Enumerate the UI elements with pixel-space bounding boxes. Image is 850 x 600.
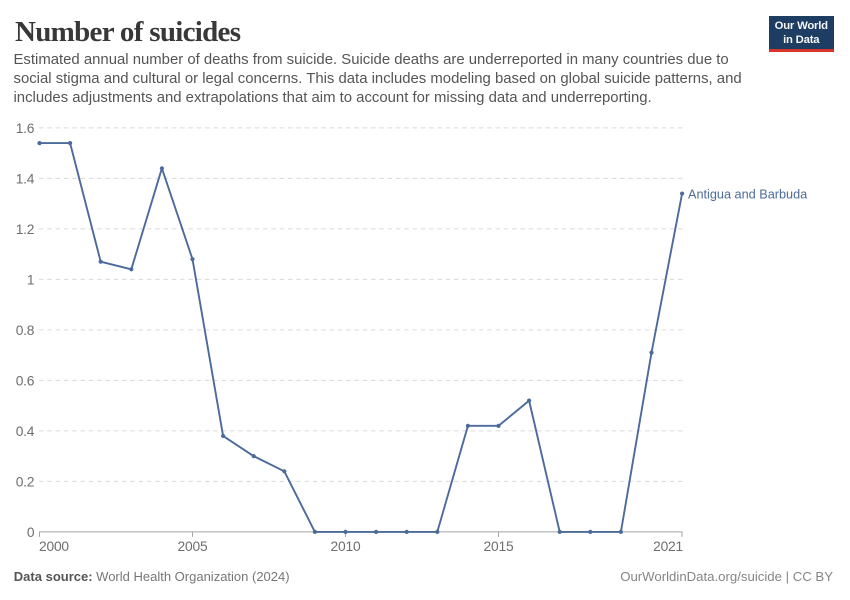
svg-text:0: 0 <box>27 525 35 540</box>
svg-text:0.6: 0.6 <box>16 373 35 388</box>
svg-text:1.6: 1.6 <box>16 121 35 136</box>
svg-text:2021: 2021 <box>653 539 683 554</box>
svg-text:0.2: 0.2 <box>16 474 35 489</box>
svg-text:1.2: 1.2 <box>16 222 35 237</box>
svg-text:2000: 2000 <box>39 539 69 554</box>
svg-text:0.8: 0.8 <box>16 323 35 338</box>
svg-text:1: 1 <box>27 272 34 287</box>
svg-text:1.4: 1.4 <box>16 171 35 186</box>
svg-text:2010: 2010 <box>331 539 361 554</box>
svg-text:0.4: 0.4 <box>16 424 35 439</box>
svg-text:2015: 2015 <box>484 539 514 554</box>
svg-text:Antigua and Barbuda: Antigua and Barbuda <box>688 187 808 201</box>
svg-text:2005: 2005 <box>178 539 208 554</box>
